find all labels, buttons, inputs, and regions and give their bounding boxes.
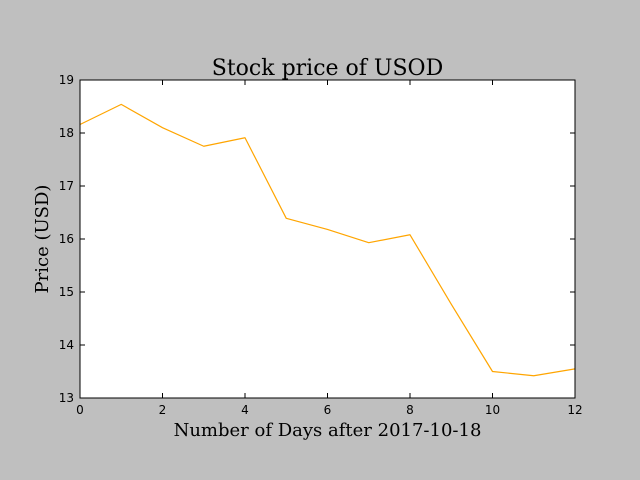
series-line-0 xyxy=(79,103,576,377)
x-tick-label: 8 xyxy=(406,403,414,417)
plot-area xyxy=(80,80,575,398)
x-tick-label: 10 xyxy=(485,403,500,417)
x-tick-label: 6 xyxy=(324,403,332,417)
y-tick-label: 17 xyxy=(59,179,74,193)
chart-title: Stock price of USOD xyxy=(212,56,443,81)
x-tick-label: 4 xyxy=(241,403,249,417)
y-tick-label: 19 xyxy=(59,73,74,87)
y-tick-label: 15 xyxy=(59,285,74,299)
ticks: 0 2 4 6 8 10 12 13 14 15 16 17 18 19 xyxy=(59,73,583,417)
x-axis-label: Number of Days after 2017-10-18 xyxy=(174,420,482,441)
x-tick-label: 12 xyxy=(567,403,582,417)
y-tick-label: 18 xyxy=(59,126,74,140)
y-tick-label: 14 xyxy=(59,338,74,352)
x-tick-label: 2 xyxy=(159,403,167,417)
plot-frame xyxy=(79,79,576,399)
x-tick-label: 0 xyxy=(76,403,84,417)
y-tick-label: 13 xyxy=(59,391,74,405)
y-tick-label: 16 xyxy=(59,232,74,246)
y-axis-label: Price (USD) xyxy=(32,185,53,294)
